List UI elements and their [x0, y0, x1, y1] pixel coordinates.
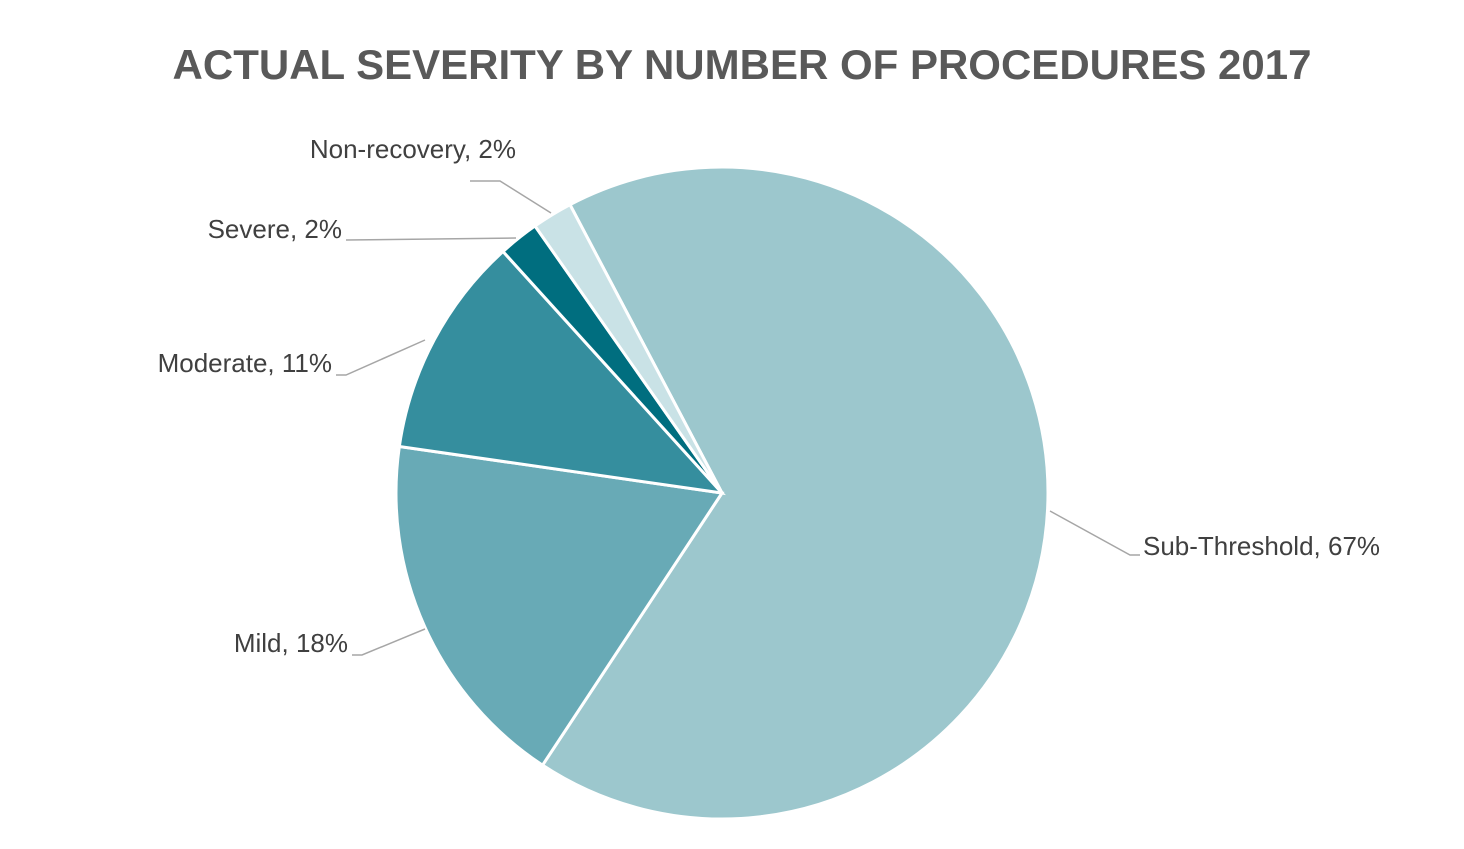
data-label: Moderate, 11% [158, 348, 332, 378]
leader-line [336, 339, 426, 376]
leader-line [345, 237, 517, 241]
pie-slice [532, 202, 724, 494]
data-label: Mild, 18% [234, 628, 348, 658]
leader-line [1049, 510, 1140, 556]
data-label: Sub-Threshold, 67% [1143, 531, 1380, 561]
leader-line [470, 180, 552, 214]
pie-slice [397, 249, 726, 496]
pie-slice [540, 165, 1050, 821]
chart-title: ACTUAL SEVERITY BY NUMBER OF PROCEDURES … [173, 41, 1312, 88]
leader-line [352, 628, 426, 656]
data-label: Severe, 2% [208, 214, 342, 244]
data-label: Non-recovery, 2% [310, 134, 516, 164]
pie-slice [394, 444, 725, 768]
